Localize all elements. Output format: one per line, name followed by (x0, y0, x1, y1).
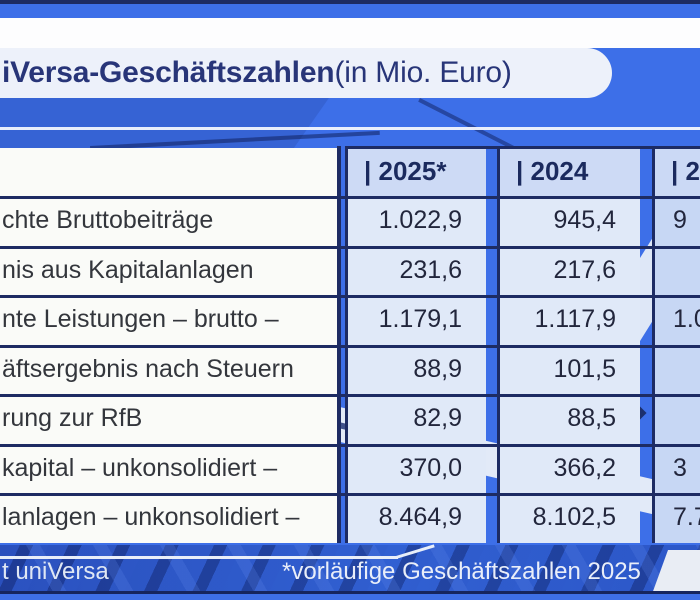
bottom-navy-line (0, 591, 700, 594)
footer-texture (0, 545, 700, 592)
row-divider (0, 443, 700, 447)
row-divider (0, 394, 700, 397)
row-divider (0, 196, 700, 199)
top-navy-bar (0, 0, 700, 4)
page-title: iVersa-Geschäftszahlen (2, 56, 335, 89)
table-column-2023: | 2023 9 1.0 3 7.7 (652, 146, 700, 543)
table-column-2024: | 2024 945,4 217,6 1.117,9 101,5 88,5 36… (497, 146, 640, 543)
top-white-band (0, 18, 700, 48)
value-cell: 370,0 (348, 443, 486, 493)
value-cell: 217,6 (500, 245, 640, 295)
column-header-2024: | 2024 (500, 146, 640, 196)
table-top-border (345, 146, 700, 149)
value-cell: 1.179,1 (348, 295, 486, 345)
column-header-2025: | 2025* (348, 146, 486, 196)
value-cell: 1.117,9 (500, 295, 640, 345)
value-cell: 88,9 (348, 344, 486, 394)
value-cell: 1.0 (655, 295, 700, 345)
value-cell: 231,6 (348, 245, 486, 295)
table-column-2025: | 2025* 1.022,9 231,6 1.179,1 88,9 82,9 … (345, 146, 486, 543)
value-cell: 8.102,5 (500, 493, 640, 543)
row-label: äftsergebnis nach Steuern (0, 344, 337, 394)
value-cell (655, 245, 700, 295)
table-column-labels: chte Bruttobeiträge nis aus Kapitalanlag… (0, 146, 341, 543)
column-header-2023: | 2023 (655, 146, 700, 196)
footer-texture (0, 545, 700, 592)
row-label: rung zur RfB (0, 394, 337, 444)
row-divider (0, 245, 700, 249)
row-label: chte Bruttobeiträge (0, 196, 337, 246)
value-cell (655, 394, 700, 444)
value-cell: 945,4 (500, 196, 640, 246)
table-corner-cell (0, 148, 337, 196)
value-cell: 8.464,9 (348, 493, 486, 543)
value-cell: 3 (655, 443, 700, 493)
row-label: nis aus Kapitalanlagen (0, 245, 337, 295)
row-divider (0, 493, 700, 496)
footer-outline-line (0, 556, 398, 559)
row-divider (0, 344, 700, 348)
value-cell: 101,5 (500, 344, 640, 394)
footnote-preliminary-figures: *vorläufige Geschäftszahlen 2025 (282, 558, 641, 585)
row-label: nte Leistungen – brutto – (0, 295, 337, 345)
bottom-blue-strip (0, 594, 700, 600)
horizontal-hairline (0, 127, 700, 130)
footer-band (0, 545, 700, 592)
page-title-unit: (in Mio. Euro) (334, 56, 512, 89)
value-cell: 9 (655, 196, 700, 246)
row-divider (0, 295, 700, 298)
value-cell (655, 344, 700, 394)
value-cell: 82,9 (348, 394, 486, 444)
value-cell: 1.022,9 (348, 196, 486, 246)
row-label: lanlagen – unkonsolidiert – (0, 493, 337, 543)
row-label: kapital – unkonsolidiert – (0, 443, 337, 493)
value-cell: 7.7 (655, 493, 700, 543)
footer-copyright: t uniVersa (2, 558, 109, 585)
title-banner: iVersa-Geschäftszahlen (in Mio. Euro) (0, 48, 612, 98)
value-cell: 88,5 (500, 394, 640, 444)
value-cell: 366,2 (500, 443, 640, 493)
